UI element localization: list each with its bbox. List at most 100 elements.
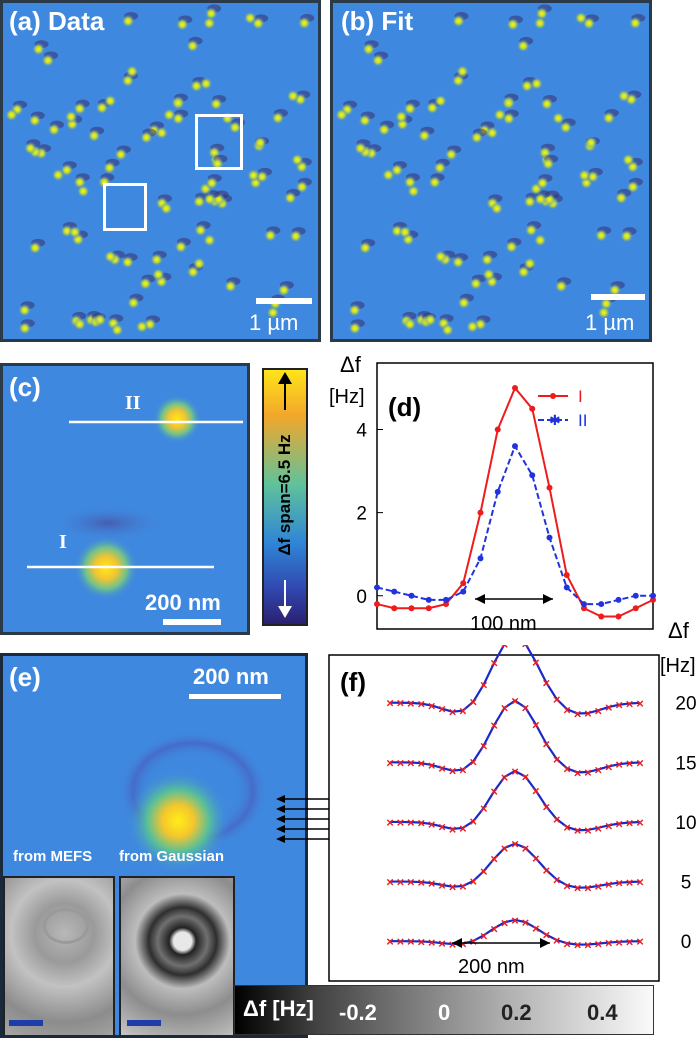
particle: [535, 7, 549, 21]
data-point-f: ×: [449, 880, 457, 895]
data-point-f: ×: [417, 875, 425, 890]
data-point-f: ×: [605, 759, 613, 774]
arrow-up-icon: [284, 376, 286, 410]
particle: [493, 108, 507, 122]
particle: [577, 168, 591, 182]
data-point-f: ×: [511, 837, 519, 852]
data-point-f: ×: [501, 645, 509, 652]
data-point-f: ×: [615, 876, 623, 891]
data-point-f: ×: [636, 756, 644, 771]
particle: [87, 129, 101, 143]
data-point-II: [615, 596, 622, 603]
data-point-I: [408, 605, 415, 612]
f-annotation: 200 nm: [458, 956, 525, 978]
dark-halo: [50, 505, 166, 541]
data-point-f: ×: [438, 761, 446, 776]
data-point-f: ×: [595, 879, 603, 894]
fit-line: [389, 918, 641, 946]
data-point-II: [546, 534, 553, 541]
particle: [28, 114, 42, 128]
data-point-II: [443, 596, 449, 603]
particle: [64, 110, 78, 124]
d-ylabel: Δf: [340, 352, 361, 377]
data-point-f: ×: [428, 758, 436, 773]
data-point-f: ×: [386, 934, 394, 949]
data-point-f: ×: [386, 815, 394, 830]
roi-box-small: [103, 183, 147, 231]
particle: [28, 241, 42, 255]
particle: [434, 94, 448, 108]
data-point-f: ×: [407, 756, 415, 771]
panel-b-title: (b) Fit: [341, 6, 414, 36]
fit-line: [389, 699, 641, 774]
legend-I: I: [578, 387, 583, 406]
data-point-f: ×: [470, 695, 478, 710]
data-point-f: ×: [501, 915, 509, 930]
particle: [381, 168, 395, 182]
data-point-f: ×: [542, 863, 550, 878]
data-point-f: ×: [615, 757, 623, 772]
data-point-f: ×: [438, 702, 446, 717]
particle: [628, 16, 642, 30]
data-point-f: ×: [522, 701, 530, 716]
particle: [32, 42, 46, 56]
particle: [480, 253, 494, 267]
data-point-II: [494, 488, 501, 495]
particle: [103, 250, 117, 264]
grayscale-colorbar: Δf [Hz] -0.2 0 0.2 0.4: [234, 985, 654, 1035]
data-point-f: ×: [636, 875, 644, 890]
particle: [139, 131, 153, 145]
data-point-I: [460, 580, 467, 587]
data-point-f: ×: [574, 765, 582, 780]
particle: [263, 228, 277, 242]
data-point-II: [563, 584, 570, 591]
data-point-f: ×: [511, 764, 519, 779]
data-point-f: ×: [438, 878, 446, 893]
particle: [490, 201, 504, 215]
data-point-f: ×: [522, 770, 530, 785]
particle: [348, 321, 362, 335]
data-point-f: ×: [636, 696, 644, 711]
svg-text:✱: ✱: [549, 412, 561, 428]
particle: [73, 102, 87, 116]
data-point-f: ×: [553, 812, 561, 827]
particle: [362, 42, 376, 56]
data-point-f: ×: [563, 878, 571, 893]
data-point-f: ×: [490, 784, 498, 799]
particle: [441, 323, 455, 337]
data-point-f: ×: [553, 752, 561, 767]
data-point-II: [632, 592, 639, 599]
data-point-f: ×: [532, 921, 540, 936]
particle: [199, 77, 213, 91]
particle: [51, 168, 65, 182]
particle: [138, 277, 152, 291]
particle: [452, 14, 466, 28]
scale-bar-a: [256, 298, 312, 304]
data-point-II: [460, 588, 467, 595]
data-point-f: ×: [595, 762, 603, 777]
width-arrow-f: [452, 938, 550, 948]
particle: [247, 168, 261, 182]
particle: [155, 126, 169, 140]
particle: [621, 153, 635, 167]
data-point-f: ×: [480, 928, 488, 943]
particle: [192, 257, 206, 271]
data-point-I: [512, 384, 518, 391]
particle: [171, 96, 185, 110]
particle: [209, 97, 223, 111]
data-point-f: ×: [417, 697, 425, 712]
y-tick-label-d: 2: [356, 504, 367, 525]
gray-tick-4: 0.4: [587, 1000, 618, 1025]
particle: [192, 195, 206, 209]
data-point-f: ×: [574, 823, 582, 838]
particle: [559, 120, 573, 134]
data-point-I: [598, 613, 605, 620]
f-ylabel: Δf: [668, 618, 689, 643]
particle: [608, 283, 622, 297]
data-point-f: ×: [584, 881, 592, 896]
data-point-II: [477, 555, 484, 562]
particle: [353, 141, 367, 155]
particle: [103, 94, 117, 108]
data-point-I: [615, 613, 622, 620]
data-point-f: ×: [542, 676, 550, 691]
